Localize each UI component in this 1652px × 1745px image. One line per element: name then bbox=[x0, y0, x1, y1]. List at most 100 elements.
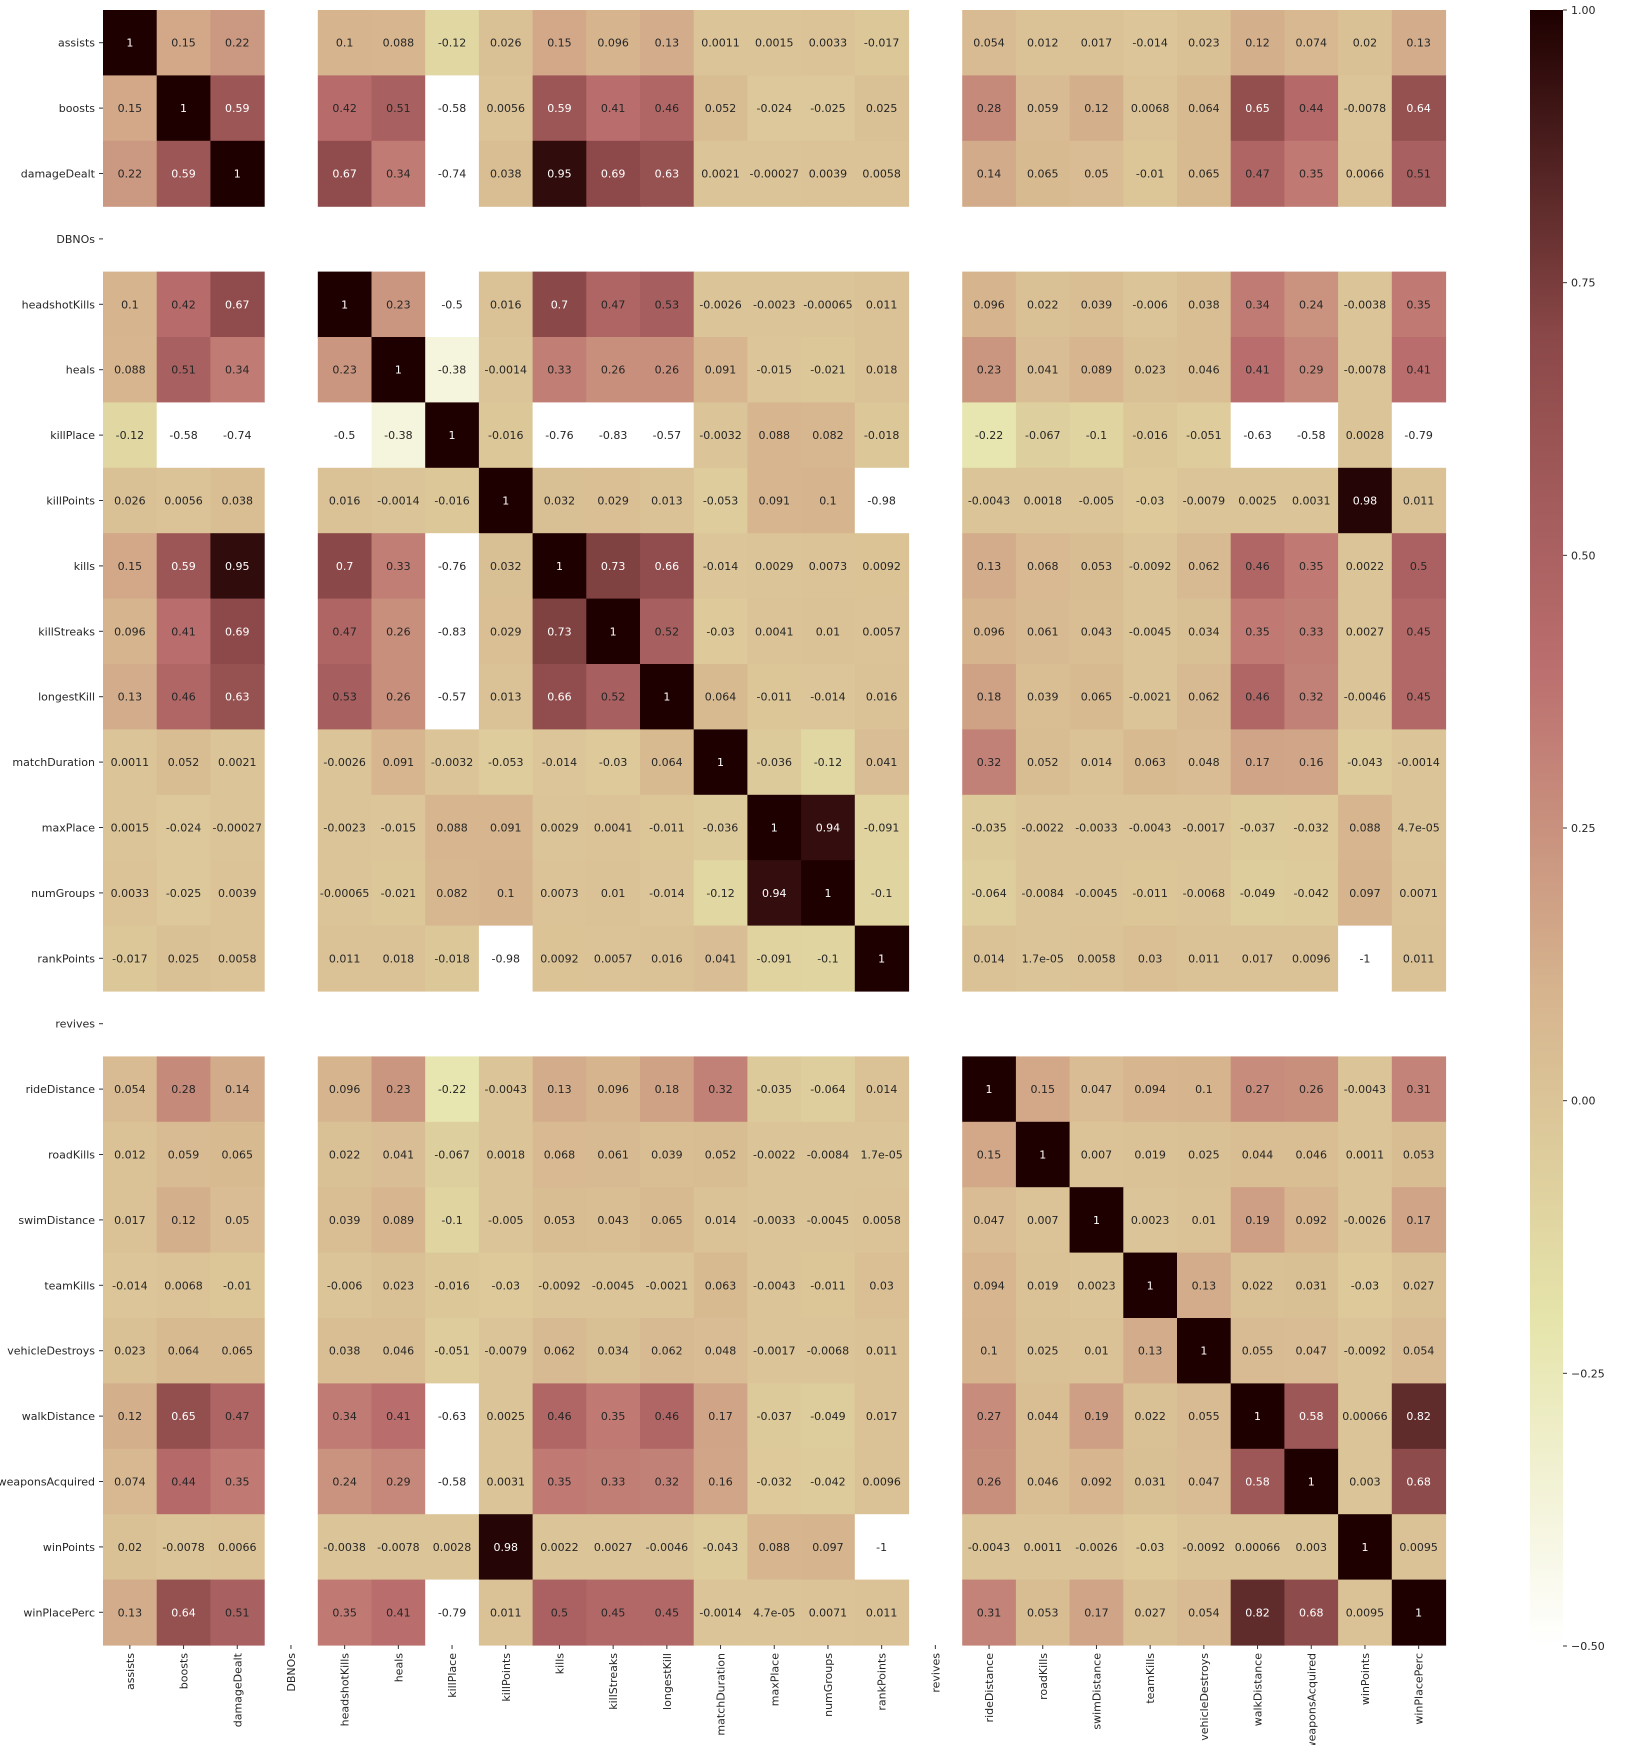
heatmap-cell bbox=[1015, 598, 1071, 665]
heatmap-cell bbox=[210, 1056, 265, 1123]
heatmap-cell bbox=[532, 140, 587, 207]
cell-annotation: 0.53 bbox=[655, 298, 680, 311]
cell-annotation: 0.02 bbox=[1353, 37, 1378, 50]
heatmap-cell bbox=[1069, 598, 1124, 665]
heatmap-cell bbox=[747, 925, 802, 992]
cell-annotation: 0.0023 bbox=[1131, 1214, 1170, 1227]
colorbar-tick-label: 0.00 bbox=[1571, 1095, 1596, 1108]
y-tick-label: rankPoints bbox=[37, 952, 95, 965]
heatmap-cell bbox=[1177, 1448, 1232, 1515]
heatmap-cell bbox=[640, 467, 695, 534]
cell-annotation: 0.01 bbox=[601, 887, 626, 900]
cell-annotation: -1 bbox=[876, 1541, 887, 1554]
cell-annotation: 0.0021 bbox=[701, 168, 740, 181]
cell-annotation: 0.23 bbox=[386, 1083, 411, 1096]
heatmap-cell bbox=[1015, 729, 1071, 796]
cell-annotation: -0.03 bbox=[706, 625, 734, 638]
cell-annotation: 0.041 bbox=[705, 952, 737, 965]
cell-annotation: -0.016 bbox=[488, 429, 523, 442]
cell-annotation: 0.14 bbox=[977, 168, 1002, 181]
cell-annotation: 0.053 bbox=[544, 1214, 576, 1227]
cell-annotation: 0.029 bbox=[597, 495, 629, 508]
cell-annotation: 0.23 bbox=[386, 298, 411, 311]
heatmap-cell bbox=[962, 1056, 1017, 1123]
heatmap-cell bbox=[640, 1121, 695, 1188]
x-tick-label: matchDuration bbox=[715, 1653, 728, 1736]
cell-annotation: -0.036 bbox=[703, 822, 738, 835]
heatmap-cell bbox=[801, 10, 856, 76]
cell-annotation: 0.0057 bbox=[594, 952, 633, 965]
heatmap-cell bbox=[103, 75, 158, 142]
heatmap-cell bbox=[103, 1252, 158, 1319]
cell-annotation: 0.012 bbox=[1027, 37, 1059, 50]
heatmap-cell bbox=[1338, 10, 1393, 76]
heatmap-cell bbox=[962, 598, 1017, 665]
cell-annotation: -0.0023 bbox=[323, 822, 365, 835]
cell-annotation: -0.0043 bbox=[1129, 822, 1171, 835]
cell-annotation: 0.33 bbox=[386, 560, 411, 573]
x-tick-label: winPlacePerc bbox=[1413, 1653, 1426, 1725]
cell-annotation: 0.022 bbox=[1242, 1279, 1274, 1292]
heatmap-cell bbox=[693, 1318, 748, 1384]
heatmap-cell bbox=[1177, 925, 1232, 992]
cell-annotation: 4.7e-05 bbox=[753, 1606, 795, 1619]
heatmap-cell bbox=[801, 1448, 856, 1515]
cell-annotation: 0.03 bbox=[1138, 952, 1163, 965]
heatmap-cell bbox=[640, 729, 695, 796]
cell-annotation: 0.097 bbox=[1349, 887, 1381, 900]
heatmap-cell bbox=[1284, 860, 1339, 927]
heatmap-cell bbox=[1015, 1514, 1071, 1581]
cell-annotation: 0.23 bbox=[332, 364, 357, 377]
cell-annotation: 0.26 bbox=[977, 1476, 1002, 1489]
cell-annotation: 0.048 bbox=[705, 1345, 737, 1358]
cell-annotation: 0.065 bbox=[222, 1345, 254, 1358]
heatmap-cell bbox=[532, 402, 587, 469]
heatmap-cell bbox=[747, 337, 802, 403]
heatmap-cell bbox=[1069, 140, 1124, 207]
heatmap-cell bbox=[156, 467, 211, 534]
heatmap-cell bbox=[1123, 1383, 1178, 1450]
y-tick-label: killPlace bbox=[50, 429, 95, 442]
cell-annotation: 0.0073 bbox=[809, 560, 848, 573]
heatmap-cell bbox=[156, 10, 211, 76]
cell-annotation: -0.021 bbox=[381, 887, 416, 900]
cell-annotation: -0.064 bbox=[810, 1083, 845, 1096]
cell-annotation: 0.096 bbox=[114, 625, 146, 638]
heatmap-cell bbox=[1230, 533, 1285, 600]
cell-annotation: 0.35 bbox=[547, 1476, 572, 1489]
heatmap-cell bbox=[317, 140, 373, 207]
x-tick-label: headshotKills bbox=[339, 1653, 352, 1727]
heatmap-cell bbox=[371, 140, 426, 207]
cell-annotation: 0.017 bbox=[114, 1214, 146, 1227]
cell-annotation: 0.014 bbox=[973, 952, 1005, 965]
heatmap-cell bbox=[371, 1318, 426, 1384]
cell-annotation: 0.1 bbox=[980, 1345, 998, 1358]
cell-annotation: 4.7e-05 bbox=[1398, 822, 1440, 835]
cell-annotation: -0.011 bbox=[810, 1279, 845, 1292]
heatmap-cell bbox=[854, 1383, 910, 1450]
cell-annotation: 0.46 bbox=[655, 1410, 680, 1423]
heatmap-cell bbox=[747, 1383, 802, 1450]
cell-annotation: 0.054 bbox=[1403, 1345, 1435, 1358]
heatmap-cell bbox=[1230, 271, 1285, 338]
heatmap-cell bbox=[1391, 794, 1447, 861]
cell-annotation: 0.0029 bbox=[755, 560, 794, 573]
cell-annotation: 0.061 bbox=[1027, 625, 1059, 638]
cell-annotation: 0.0027 bbox=[594, 1541, 633, 1554]
heatmap-cell bbox=[425, 598, 480, 665]
heatmap-cell bbox=[371, 1121, 426, 1188]
heatmap-cell bbox=[801, 1383, 856, 1450]
cell-annotation: -0.024 bbox=[757, 102, 792, 115]
heatmap-cell bbox=[532, 1318, 587, 1384]
cell-annotation: 1 bbox=[234, 168, 241, 181]
cell-annotation: 0.096 bbox=[597, 1083, 629, 1096]
heatmap-cell bbox=[317, 271, 373, 338]
cell-annotation: 0.31 bbox=[1406, 1083, 1431, 1096]
cell-annotation: -0.0092 bbox=[1129, 560, 1171, 573]
heatmap-cell bbox=[1123, 729, 1178, 796]
cell-annotation: 1 bbox=[1039, 1149, 1046, 1162]
cell-annotation: 0.26 bbox=[1299, 1083, 1324, 1096]
heatmap-cell bbox=[1230, 1187, 1285, 1254]
cell-annotation: -0.067 bbox=[434, 1149, 469, 1162]
cell-annotation: 0.0066 bbox=[1346, 168, 1385, 181]
